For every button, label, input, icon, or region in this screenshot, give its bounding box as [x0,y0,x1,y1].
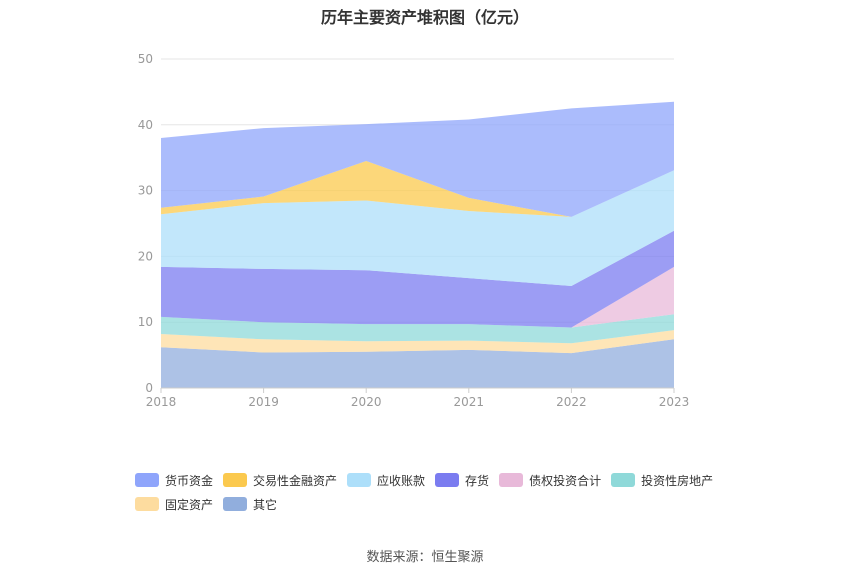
x-tick-label: 2022 [556,395,587,409]
y-tick-label: 50 [138,52,153,66]
legend-swatch [611,473,636,487]
legend-label: 债权投资合计 [529,473,602,488]
legend-item[interactable]: 固定资产 [135,496,213,512]
legend-swatch [135,473,159,487]
y-tick-label: 0 [145,381,153,395]
area-series-6 [161,314,674,344]
area-series [161,101,674,388]
y-tick-label: 10 [138,315,153,329]
legend-item[interactable]: 其它 [223,496,277,512]
chart-title: 历年主要资产堆积图（亿元） [320,8,529,27]
area-series-1 [161,101,674,217]
legend-label: 交易性金融资产 [253,473,338,488]
legend-swatch [135,497,159,511]
x-tick-label: 2023 [659,395,690,409]
legend-label: 固定资产 [165,497,214,512]
legend-label: 其它 [253,497,278,512]
legend-swatch [499,473,524,487]
x-tick-label: 2019 [248,395,279,409]
y-tick-label: 20 [138,249,153,263]
legend-label: 存货 [465,473,490,488]
y-tick-label: 40 [138,118,153,132]
legend-label: 应收账款 [377,473,426,488]
x-tick-label: 2021 [454,395,485,409]
area-series-2 [161,160,674,217]
axes: 0 10 20 30 40 50 2018 2019 2020 2021 2022 2023 [138,52,690,409]
legend-item[interactable]: 应收账款 [347,472,425,488]
legend-swatch [223,497,248,511]
area-series-7 [161,330,674,354]
legend-item[interactable]: 货币资金 [135,472,213,488]
legend: 货币资金 交易性金融资产 应收账款 存货 债权投资合计 投资性房地产固定资产 其它 [135,472,735,512]
data-source: 数据来源：恒生聚源 [366,550,484,565]
x-tick-label: 2020 [351,395,382,409]
legend-item[interactable]: 债权投资合计 [499,472,601,488]
legend-swatch [347,473,372,487]
legend-swatch [223,473,248,487]
legend-item[interactable]: 存货 [435,472,489,488]
legend-item[interactable]: 交易性金融资产 [223,472,337,488]
x-tick-label: 2018 [146,395,177,409]
area-series-8 [161,339,674,388]
y-tick-label: 30 [138,184,153,198]
legend-item[interactable]: 投资性房地产 [611,472,713,488]
area-series-4 [161,230,674,328]
legend-label: 投资性房地产 [641,473,714,488]
area-series-3 [161,170,674,287]
legend-label: 货币资金 [165,473,214,488]
legend-swatch [435,473,460,487]
